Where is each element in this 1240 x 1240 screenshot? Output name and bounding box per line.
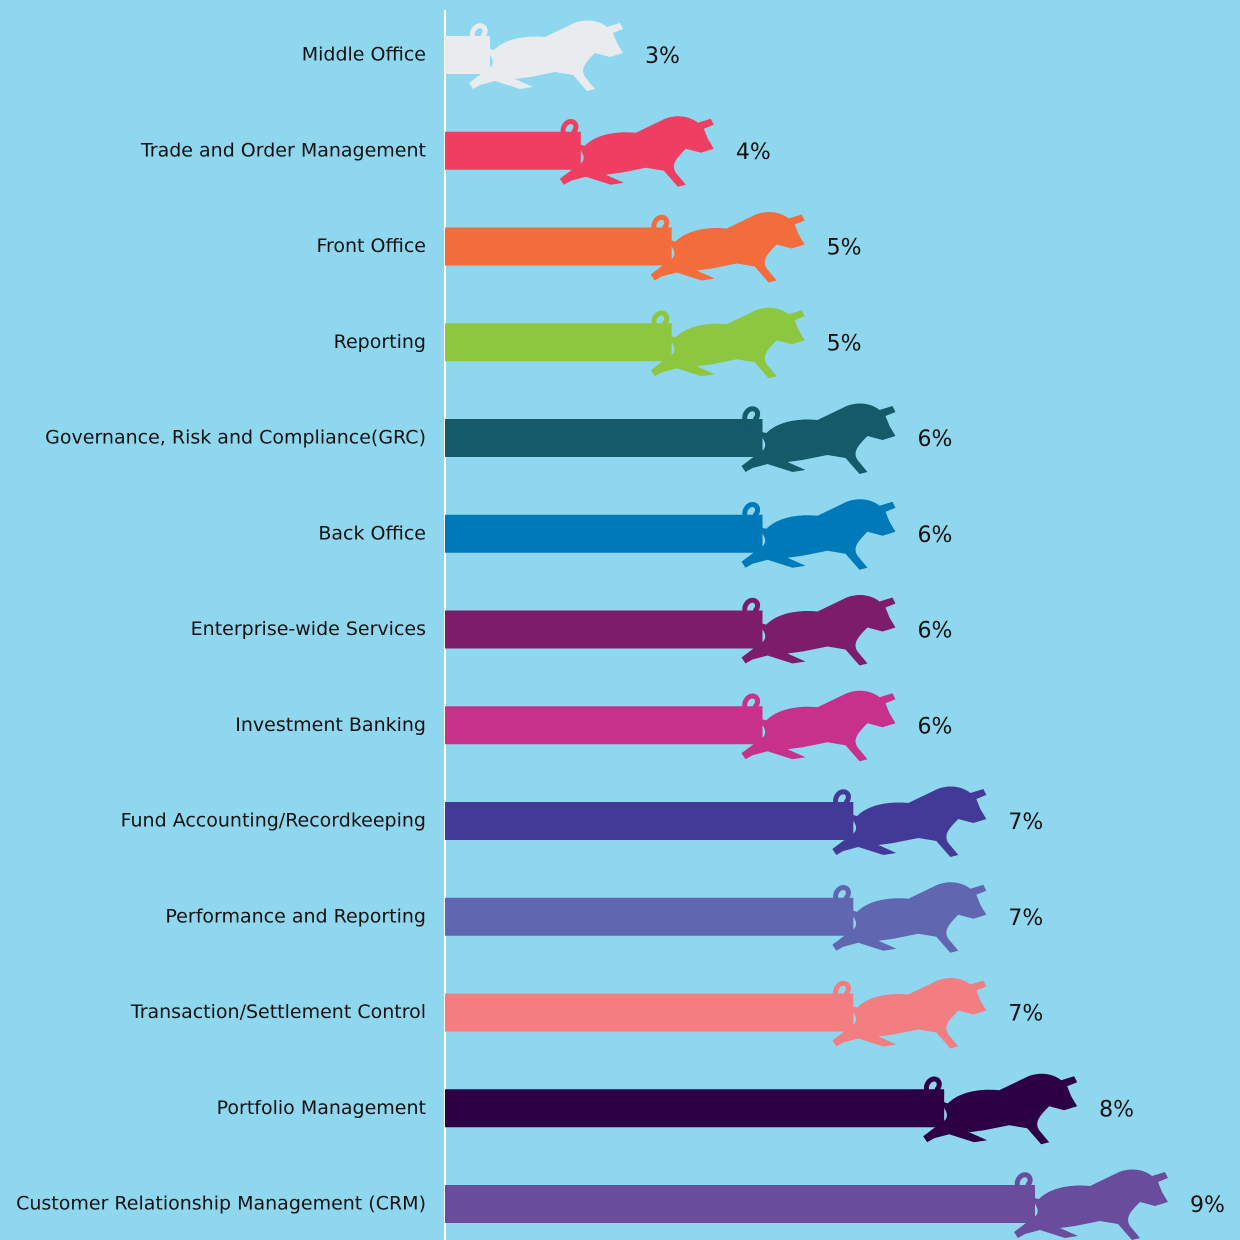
value-label: 6%	[918, 427, 953, 452]
category-label: Back Office	[318, 522, 426, 544]
bull-tail	[651, 310, 680, 343]
bull-tail	[560, 119, 589, 152]
bull-tail	[742, 693, 770, 726]
bar	[445, 882, 987, 953]
bull-tail	[742, 502, 770, 535]
bull-icon	[832, 882, 987, 953]
bull-icon	[741, 499, 896, 570]
bull-shape	[741, 595, 896, 666]
value-label: 5%	[827, 236, 862, 261]
bull-tail	[833, 980, 861, 1013]
bar-body	[445, 993, 854, 1032]
bull-shape	[832, 786, 987, 857]
value-label: 7%	[1008, 1002, 1043, 1027]
category-label: Customer Relationship Management (CRM)	[16, 1193, 426, 1215]
bull-tail	[923, 1076, 952, 1109]
value-label: 8%	[1099, 1097, 1134, 1122]
bull-shape	[741, 690, 896, 762]
bull-icon	[650, 212, 805, 283]
bull-tail	[469, 23, 498, 56]
bar	[445, 1073, 1078, 1145]
bar	[445, 403, 896, 474]
bull-tail	[833, 789, 861, 822]
bar-body	[445, 1185, 1035, 1223]
bull-shape	[741, 499, 896, 570]
value-label: 6%	[918, 714, 953, 739]
bull-icon	[650, 307, 805, 379]
category-label: Reporting	[334, 331, 426, 353]
bull-icon	[832, 786, 987, 857]
category-label: Governance, Risk and Compliance(GRC)	[45, 427, 426, 449]
value-label: 3%	[645, 44, 680, 69]
bar-body	[445, 514, 763, 553]
bar-body	[445, 610, 763, 649]
category-label: Trade and Order Management	[140, 139, 426, 161]
bull-tail	[742, 406, 770, 439]
bull-shape	[832, 882, 987, 953]
bull-tail	[1014, 1172, 1043, 1205]
bull-icon	[1014, 1169, 1168, 1240]
value-label: 6%	[918, 523, 953, 548]
category-label: Transaction/Settlement Control	[130, 1001, 426, 1023]
bull-shape	[1014, 1169, 1168, 1240]
bar-body	[445, 36, 490, 74]
bar	[445, 20, 623, 91]
bar	[445, 595, 896, 666]
bar-body	[445, 323, 672, 362]
bull-icon	[923, 1073, 1078, 1145]
category-label: Portfolio Management	[217, 1097, 426, 1119]
bar-body	[445, 419, 763, 457]
bar	[445, 499, 896, 570]
category-label: Performance and Reporting	[165, 905, 426, 927]
bull-shape	[650, 212, 805, 283]
bull-icon	[832, 978, 987, 1049]
bull-icon	[469, 20, 623, 91]
bull-tail	[833, 885, 861, 918]
bar	[445, 307, 805, 379]
bar	[445, 978, 987, 1049]
bull-shape	[559, 116, 714, 187]
bull-icon	[741, 690, 896, 762]
category-label: Front Office	[316, 235, 426, 257]
bar-body	[445, 1089, 945, 1128]
value-label: 6%	[918, 619, 953, 644]
bull-icon	[741, 403, 896, 474]
bull-icon	[559, 116, 714, 187]
category-label: Investment Banking	[235, 714, 426, 736]
bull-tail	[651, 214, 680, 247]
bull-shape	[469, 20, 623, 91]
bar-body	[445, 897, 854, 936]
value-label: 4%	[736, 140, 771, 165]
category-label: Fund Accounting/Recordkeeping	[121, 810, 426, 832]
bull-shape	[741, 403, 896, 474]
bar	[445, 116, 714, 187]
bar-body	[445, 227, 672, 266]
category-label: Middle Office	[302, 44, 426, 66]
bull-tail	[742, 597, 770, 630]
bar	[445, 212, 805, 283]
bar-body	[445, 131, 581, 170]
value-label: 7%	[1008, 906, 1043, 931]
bar	[445, 690, 896, 762]
category-label: Enterprise-wide Services	[191, 618, 426, 640]
value-label: 5%	[827, 331, 862, 356]
bull-shape	[650, 307, 805, 379]
bar-body	[445, 706, 763, 745]
bull-icon	[741, 595, 896, 666]
bar	[445, 786, 987, 857]
bar-body	[445, 802, 854, 840]
bar	[445, 1169, 1168, 1240]
bull-shape	[832, 978, 987, 1049]
value-label: 9%	[1190, 1193, 1225, 1218]
value-label: 7%	[1008, 810, 1043, 835]
bull-shape	[923, 1073, 1078, 1145]
